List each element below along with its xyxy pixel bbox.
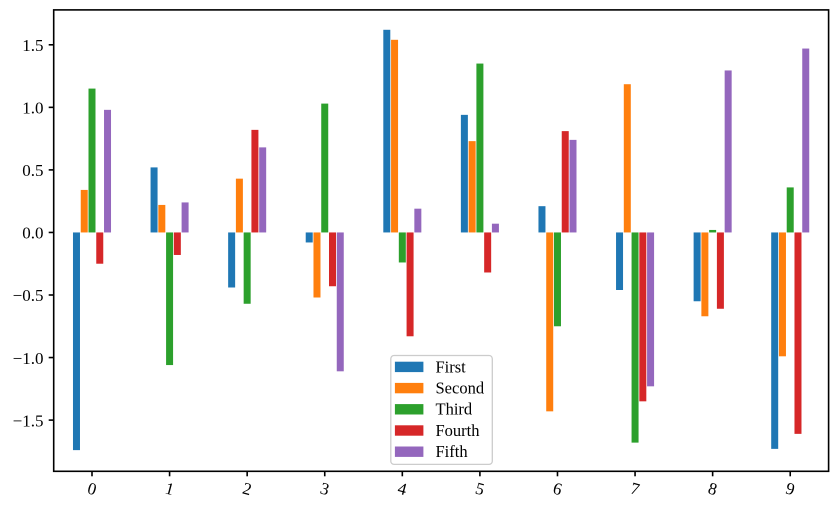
svg-text:−1.5: −1.5 [13, 411, 44, 430]
svg-text:0.5: 0.5 [22, 161, 43, 180]
svg-text:Fourth: Fourth [436, 421, 481, 440]
svg-text:Third: Third [436, 400, 473, 419]
svg-text:1.0: 1.0 [22, 99, 43, 118]
svg-text:First: First [436, 357, 467, 376]
svg-text:1.5: 1.5 [22, 36, 43, 55]
svg-text:0.0: 0.0 [22, 224, 43, 243]
svg-text:Fifth: Fifth [436, 442, 469, 461]
svg-text:−0.5: −0.5 [13, 286, 44, 305]
svg-text:Second: Second [436, 379, 485, 398]
svg-text:−1.0: −1.0 [13, 349, 44, 368]
